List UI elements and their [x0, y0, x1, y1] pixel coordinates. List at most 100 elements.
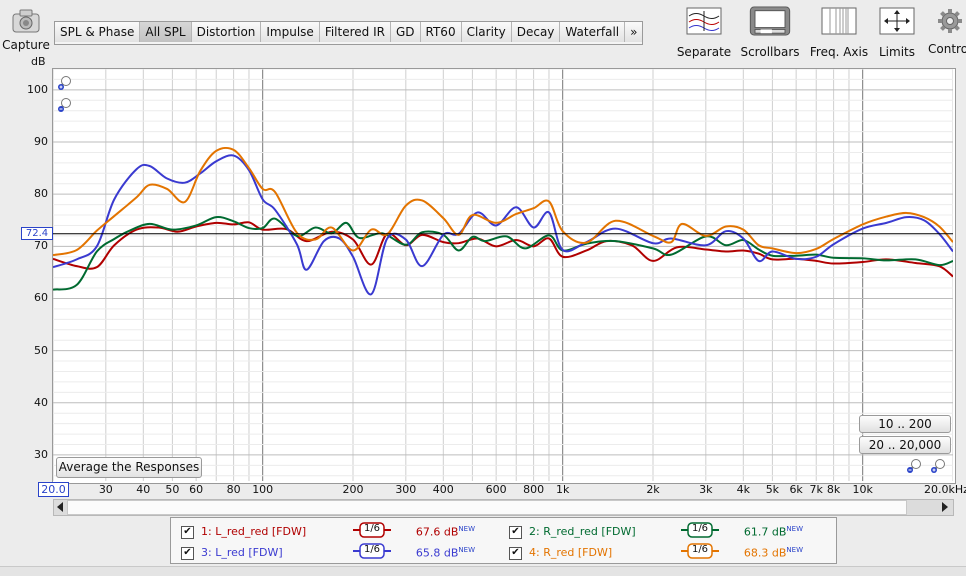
legend-value: 67.6 dBNEW	[415, 525, 475, 539]
x-tick-label: 200	[342, 483, 364, 496]
range-20-20000-button[interactable]: 20 .. 20,000	[859, 436, 951, 454]
tab-0[interactable]: SPL & Phase	[55, 22, 141, 42]
legend-label: 3: L_red [FDW]	[201, 546, 283, 559]
freq-axis-button[interactable]: Freq. Axis	[808, 6, 870, 59]
controls-button[interactable]: Controls	[926, 6, 966, 56]
scroll-left-icon[interactable]	[57, 502, 63, 512]
legend-checkbox[interactable]: ✔	[181, 526, 194, 539]
series-line-2	[53, 216, 953, 291]
x-tick-label: 300	[395, 483, 417, 496]
scrollbars-button[interactable]: Scrollbars	[740, 6, 800, 59]
smoothing-label: 1/6	[691, 523, 709, 534]
tab-9[interactable]: Waterfall	[560, 22, 626, 42]
tab-6[interactable]: RT60	[420, 22, 462, 42]
y-axis-unit: dB	[31, 55, 46, 68]
graph-frame	[52, 68, 956, 484]
gear-icon	[938, 9, 962, 33]
capture-button[interactable]: Capture	[2, 4, 50, 54]
x-tick-label: 80	[226, 483, 241, 496]
x-tick-label: 3k	[699, 483, 713, 496]
series-line-3	[53, 154, 953, 296]
series-line-4	[53, 146, 953, 257]
tab-4[interactable]: Filtered IR	[319, 22, 391, 42]
zoom-in-x-icon[interactable]	[930, 458, 946, 474]
x-tick-label: 8k	[826, 483, 841, 496]
x-tick-label: 600	[485, 483, 507, 496]
new-tag: NEW	[786, 525, 803, 533]
series-line-1	[53, 221, 953, 278]
y-tick-label: 100	[27, 82, 48, 96]
legend-value: 61.7 dBNEW	[743, 525, 803, 539]
smoothing-badge-icon	[681, 522, 719, 538]
tab-8[interactable]: Decay	[511, 22, 561, 42]
scrollbars-label: Scrollbars	[740, 45, 800, 59]
x-tick-label: 60	[189, 483, 204, 496]
zoom-out-y-icon[interactable]	[57, 97, 73, 113]
tab-5[interactable]: GD	[390, 22, 421, 42]
limits-button[interactable]: Limits	[872, 6, 922, 59]
x-tick-label: 1k	[556, 483, 570, 496]
scrollbars-icon	[749, 6, 791, 36]
smoothing-selector[interactable]: 1/6	[681, 543, 719, 559]
new-tag: NEW	[786, 546, 803, 554]
x-tick-label: 2k	[646, 483, 660, 496]
legend-item-2: ✔ 2: R_red_red [FDW] 1/6 61.7 dBNEW	[509, 522, 819, 542]
x-start-input[interactable]: 20.0	[38, 482, 69, 497]
freq-axis-label: Freq. Axis	[809, 45, 869, 59]
legend-item-3: ✔ 3: L_red [FDW] 1/6 65.8 dBNEW	[181, 543, 491, 563]
y-tick-label: 50	[34, 343, 48, 357]
tab-1[interactable]: All SPL	[140, 22, 192, 42]
y-tick-label: 30	[34, 447, 48, 461]
tab-7[interactable]: Clarity	[461, 22, 512, 42]
x-tick-label: 30	[98, 483, 113, 496]
tab-2[interactable]: Distortion	[191, 22, 262, 42]
smoothing-badge-icon	[353, 522, 391, 538]
limits-label: Limits	[879, 45, 915, 59]
x-tick-label: 40	[136, 483, 151, 496]
cursor-level-marker[interactable]: 72.4	[21, 226, 53, 240]
legend-label: 1: L_red_red [FDW]	[201, 525, 307, 538]
zoom-out-x-icon[interactable]	[906, 458, 922, 474]
zoom-in-y-icon[interactable]	[57, 75, 73, 91]
x-tick-label: 100	[252, 483, 274, 496]
average-responses-button[interactable]: Average the Responses	[56, 457, 202, 478]
legend-checkbox[interactable]: ✔	[509, 547, 522, 560]
x-tick-label: 7k	[809, 483, 823, 496]
legend-label: 4: R_red [FDW]	[529, 546, 613, 559]
x-tick-label: 4k	[736, 483, 750, 496]
legend-item-1: ✔ 1: L_red_red [FDW] 1/6 67.6 dBNEW	[181, 522, 491, 542]
freq-axis-icon	[821, 7, 857, 35]
legend-checkbox[interactable]: ✔	[509, 526, 522, 539]
x-tick-label: 5k	[765, 483, 780, 496]
spl-plot[interactable]	[53, 69, 953, 481]
x-end-label: 20.0kHz	[924, 483, 966, 496]
legend-panel: ✔ 1: L_red_red [FDW] 1/6 67.6 dBNEW ✔ 2: R_re…	[170, 517, 837, 564]
legend-item-4: ✔ 4: R_red [FDW] 1/6 68.3 dBNEW	[509, 543, 819, 563]
capture-label: Capture	[2, 38, 50, 52]
x-tick-label: 6k	[789, 483, 803, 496]
view-tabs: SPL & Phase All SPL Distortion Impulse Filte…	[54, 21, 644, 45]
smoothing-selector[interactable]: 1/6	[353, 522, 391, 538]
separate-button[interactable]: Separate	[676, 6, 732, 59]
scroll-right-icon[interactable]	[942, 502, 948, 512]
separate-label: Separate	[676, 45, 732, 59]
smoothing-label: 1/6	[363, 523, 381, 534]
x-tick-label: 400	[432, 483, 454, 496]
tab-10[interactable]: »	[625, 22, 643, 42]
new-tag: NEW	[458, 525, 475, 533]
scrollbar-thumb[interactable]	[67, 500, 907, 515]
legend-checkbox[interactable]: ✔	[181, 547, 194, 560]
limits-icon	[879, 7, 915, 35]
smoothing-label: 1/6	[363, 544, 381, 555]
y-tick-label: 60	[34, 291, 48, 305]
smoothing-label: 1/6	[691, 544, 709, 555]
camera-icon	[12, 9, 40, 33]
x-tick-label: 10k	[852, 483, 873, 496]
smoothing-selector[interactable]: 1/6	[353, 543, 391, 559]
tab-3[interactable]: Impulse	[261, 22, 320, 42]
range-10-200-button[interactable]: 10 .. 200	[859, 415, 951, 433]
smoothing-selector[interactable]: 1/6	[681, 522, 719, 538]
new-tag: NEW	[458, 546, 475, 554]
status-strip	[0, 566, 966, 576]
controls-label: Controls	[928, 42, 966, 56]
